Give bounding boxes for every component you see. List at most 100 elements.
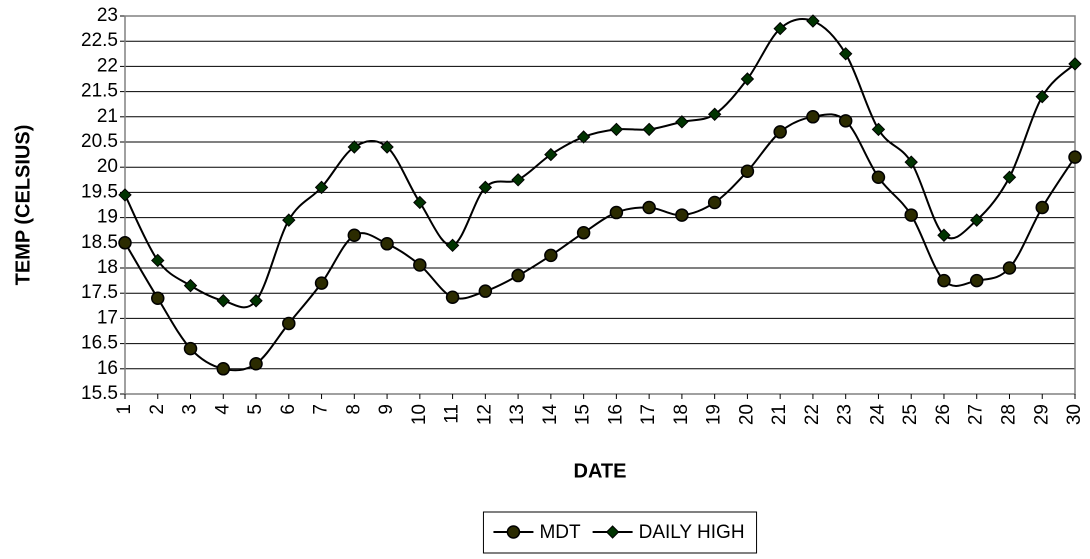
- x-tick-label: 20: [736, 404, 757, 425]
- data-point: [1035, 89, 1049, 104]
- y-tick-label: 20.5: [81, 131, 118, 152]
- data-point: [970, 213, 984, 227]
- data-point: [806, 14, 820, 28]
- data-point: [675, 115, 689, 129]
- data-point: [314, 276, 329, 290]
- y-tick-label: 16: [97, 358, 118, 379]
- x-tick-label: 9: [376, 404, 397, 415]
- y-tick-label: 22.5: [81, 30, 118, 51]
- data-point: [937, 273, 951, 288]
- data-point: [216, 362, 231, 376]
- data-point: [904, 208, 918, 222]
- data-point: [282, 213, 296, 227]
- data-point: [249, 294, 263, 308]
- data-point: [937, 228, 951, 242]
- x-tick-label: 14: [540, 404, 561, 426]
- x-tick-label: 4: [212, 404, 233, 415]
- y-tick-label: 18.5: [81, 232, 118, 253]
- data-point: [609, 205, 624, 220]
- data-point: [151, 253, 165, 268]
- data-point: [478, 180, 493, 195]
- data-point: [282, 316, 296, 331]
- x-tick-label: 29: [1031, 404, 1052, 425]
- series-line: [124, 18, 1076, 309]
- data-point: [216, 294, 230, 308]
- data-point: [609, 122, 624, 137]
- data-point: [314, 180, 329, 195]
- x-tick-label: 24: [867, 404, 888, 426]
- data-point: [969, 273, 984, 288]
- data-point: [642, 122, 656, 137]
- legend-marker: [506, 525, 521, 539]
- legend-label: DAILY HIGH: [639, 522, 745, 543]
- x-tick-label: 12: [474, 404, 495, 425]
- data-point: [904, 155, 918, 169]
- data-point: [1002, 170, 1017, 184]
- data-point: [740, 164, 755, 178]
- x-tick-label: 2: [147, 404, 168, 415]
- x-tick-label: 10: [409, 404, 430, 425]
- x-tick-label: 27: [966, 404, 987, 425]
- data-point: [544, 248, 558, 263]
- data-point: [806, 110, 820, 124]
- legend-marker: [605, 525, 620, 539]
- data-point: [1068, 150, 1082, 164]
- data-point: [380, 140, 394, 154]
- data-point: [1002, 261, 1017, 275]
- data-point: [838, 47, 853, 61]
- x-tick-label: 1: [114, 404, 135, 415]
- data-point: [118, 236, 132, 250]
- y-tick-label: 21: [97, 106, 118, 127]
- x-tick-label: 22: [802, 404, 823, 425]
- x-tick-label: 28: [998, 404, 1019, 425]
- legend-label: MDT: [539, 522, 581, 543]
- plot-border: [124, 15, 1076, 395]
- x-tick-label: 8: [343, 404, 364, 415]
- data-point: [707, 107, 722, 121]
- x-tick-label: 30: [1064, 404, 1085, 425]
- data-point: [675, 208, 689, 222]
- y-tick-label: 18: [97, 257, 118, 278]
- y-tick-label: 17.5: [81, 282, 118, 303]
- y-tick-label: 19.5: [81, 181, 118, 202]
- data-point: [871, 170, 886, 185]
- data-point: [151, 291, 165, 305]
- data-point: [118, 188, 132, 202]
- data-point: [183, 278, 198, 293]
- x-tick-label: 6: [278, 404, 299, 415]
- data-point: [871, 122, 886, 137]
- data-point: [707, 195, 722, 210]
- y-tick-label: 22: [97, 55, 118, 76]
- x-tick-label: 7: [311, 404, 332, 415]
- x-tick-label: 25: [900, 404, 921, 425]
- data-point: [249, 357, 263, 371]
- data-point: [413, 258, 427, 272]
- data-point: [478, 284, 493, 298]
- x-tick-label: 23: [835, 404, 856, 425]
- x-tick-label: 16: [605, 404, 626, 425]
- data-point: [838, 114, 853, 128]
- data-point: [740, 72, 755, 86]
- x-tick-label: 13: [507, 404, 528, 425]
- data-point: [544, 147, 558, 162]
- x-tick-label: 21: [769, 404, 790, 425]
- x-tick-label: 19: [704, 404, 725, 425]
- x-tick-label: 3: [180, 404, 201, 415]
- y-tick-label: 23: [97, 5, 118, 26]
- x-tick-label: 26: [933, 404, 954, 425]
- y-axis-title: TEMP (CELSIUS): [12, 125, 34, 286]
- data-point: [183, 341, 198, 356]
- data-point: [347, 140, 362, 154]
- x-tick-label: 5: [245, 404, 266, 415]
- data-point: [773, 125, 787, 139]
- data-point: [773, 21, 787, 36]
- data-point: [511, 268, 525, 283]
- x-tick-label: 11: [442, 404, 463, 424]
- y-tick-label: 17: [97, 307, 118, 328]
- data-point: [576, 225, 591, 240]
- x-tick-label: 17: [638, 404, 659, 425]
- data-point: [413, 195, 427, 210]
- data-point: [445, 238, 460, 253]
- data-point: [1068, 57, 1082, 71]
